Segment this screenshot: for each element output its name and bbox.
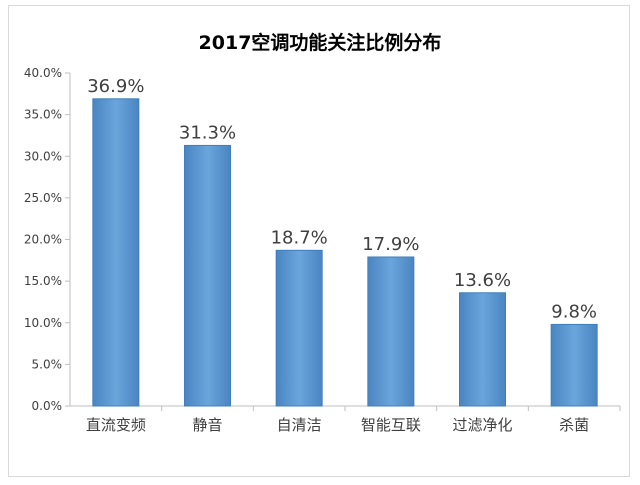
bar-6 [550, 323, 598, 407]
y-tick-label: 5.0% [32, 357, 63, 371]
bar-4 [367, 256, 415, 407]
data-label: 18.7% [271, 227, 328, 248]
bar-1 [92, 98, 140, 407]
bars [92, 98, 598, 407]
bar-3 [275, 249, 323, 407]
bar-2 [184, 144, 231, 407]
y-tick-label: 20.0% [24, 233, 62, 247]
data-label: 13.6% [454, 270, 511, 291]
x-tick-label: 智能互联 [361, 416, 421, 434]
labels: 36.9% 直流变频 31.3% 静音 18.7% 自清洁 17.9% 智能互联 13.6% 过滤… [86, 76, 597, 434]
x-tick-label: 静音 [192, 416, 222, 434]
y-tick-label: 35.0% [24, 108, 62, 122]
chart-title: 2017空调功能关注比例分布 [198, 32, 442, 54]
y-tick-label: 10.0% [24, 316, 62, 330]
axes: 0.0% 5.0% 10.0% 15.0% 20.0% 25.0% 30.0% 35.0% 40… [24, 66, 621, 413]
y-tick-label: 30.0% [24, 149, 62, 163]
data-label: 9.8% [551, 301, 597, 322]
y-tick-label: 40.0% [24, 66, 62, 80]
x-tick-label: 杀菌 [559, 416, 589, 434]
y-tick-label: 0.0% [32, 399, 63, 413]
data-label: 17.9% [362, 234, 419, 255]
data-label: 36.9% [87, 76, 144, 97]
y-tick-label: 15.0% [24, 274, 62, 288]
bar-5 [459, 292, 506, 407]
x-tick-label: 直流变频 [86, 416, 146, 434]
x-tick-label: 过滤净化 [452, 416, 512, 434]
chart-border [8, 5, 630, 477]
x-tick-label: 自清洁 [277, 416, 322, 434]
data-label: 31.3% [179, 122, 236, 143]
y-tick-label: 25.0% [24, 191, 62, 205]
